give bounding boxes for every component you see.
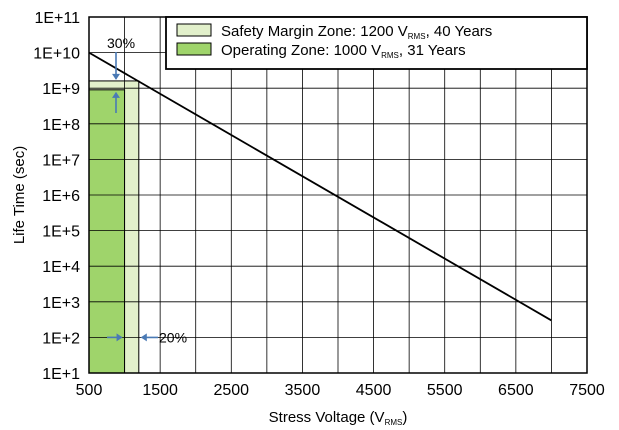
arrow-left-head — [140, 333, 147, 342]
x-tick-label: 3500 — [285, 382, 321, 399]
annotation-20-percent: 20% — [159, 329, 187, 345]
y-tick-label: 1E+1 — [42, 366, 80, 383]
arrow-down-head — [112, 73, 120, 80]
annotation-30-percent: 30% — [107, 35, 135, 51]
x-tick-label: 4500 — [356, 382, 392, 399]
legend-box — [165, 16, 588, 70]
y-tick-label: 1E+4 — [42, 259, 80, 276]
life-time-line — [88, 51, 552, 322]
y-tick-label: 1E+5 — [42, 224, 80, 241]
x-tick-label: 7500 — [569, 382, 605, 399]
y-tick-label: 1E+8 — [42, 117, 80, 134]
y-tick-label: 1E+6 — [42, 188, 80, 205]
x-tick-label: 6500 — [498, 382, 534, 399]
arrow-right-head — [116, 333, 123, 342]
x-tick-label: 500 — [76, 382, 103, 399]
y-tick-label: 1E+3 — [42, 295, 80, 312]
operating-zone-rect — [88, 89, 126, 374]
y-tick-label: 1E+2 — [42, 330, 80, 347]
x-axis-title: Stress Voltage (VRMS) — [269, 409, 408, 427]
x-tick-label: 2500 — [213, 382, 249, 399]
legend-swatch — [176, 23, 212, 37]
x-tick-label: 5500 — [427, 382, 463, 399]
legend-entry-label: Operating Zone: 1000 VRMS, 31 Years — [221, 42, 466, 60]
x-tick-label: 1500 — [142, 382, 178, 399]
y-tick-label: 1E+10 — [33, 46, 80, 63]
y-tick-label: 1E+7 — [42, 152, 80, 169]
y-tick-label: 1E+11 — [34, 10, 80, 27]
y-tick-label: 1E+9 — [42, 81, 80, 98]
legend-swatch — [176, 42, 212, 56]
y-axis-title: Life Time (sec) — [11, 146, 28, 244]
legend-entry-label: Safety Margin Zone: 1200 VRMS, 40 Years — [221, 23, 492, 41]
arrow-up-head — [112, 91, 120, 98]
